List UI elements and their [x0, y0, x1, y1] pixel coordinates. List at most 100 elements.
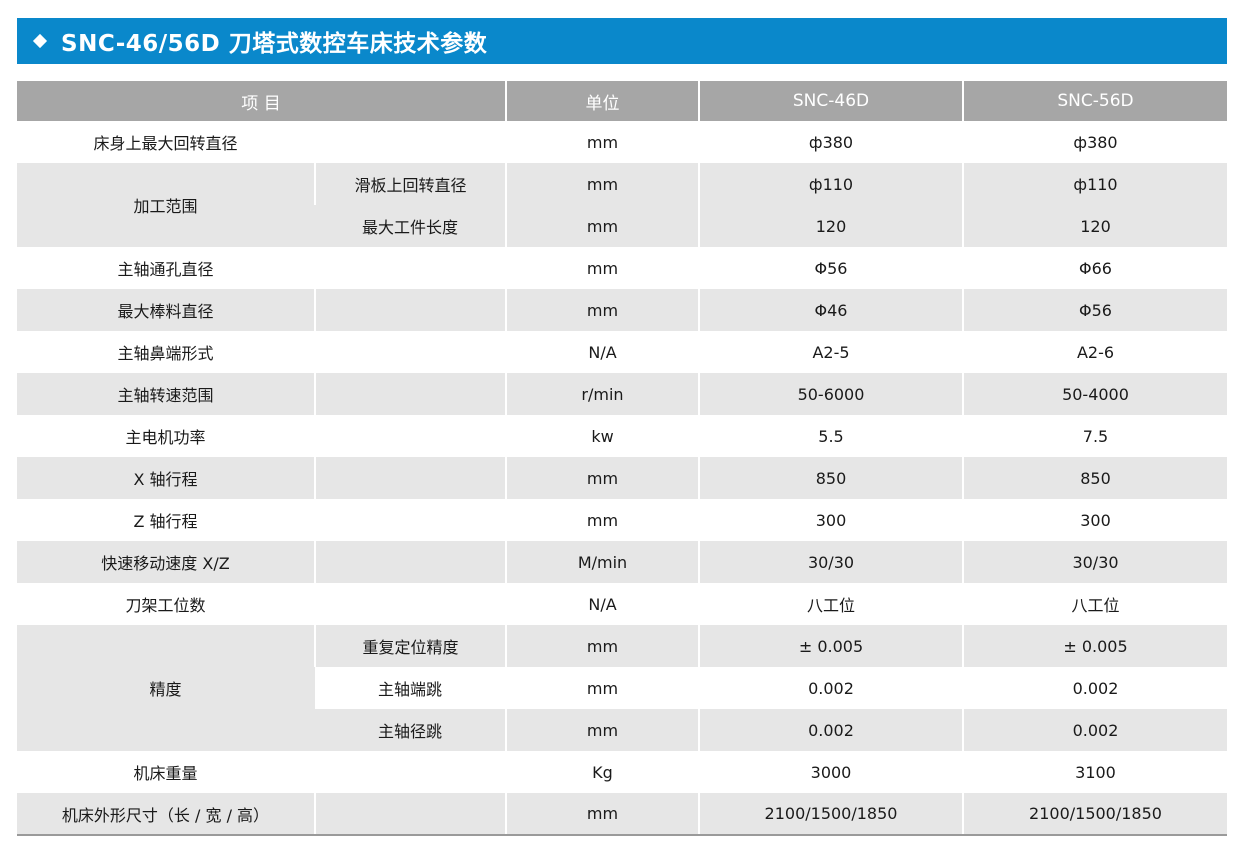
row-unit: r/min — [505, 373, 699, 415]
row-value-b: ф380 — [962, 121, 1227, 163]
table-row: Z 轴行程 mm 300 300 — [17, 499, 1227, 541]
row-value-b: 30/30 — [962, 541, 1227, 583]
row-sub — [314, 541, 506, 583]
row-item: X 轴行程 — [17, 457, 315, 499]
page-title: SNC-46/56D 刀塔式数控车床技术参数 — [61, 31, 488, 57]
row-sub: 最大工件长度 — [315, 205, 506, 247]
row-value-a: 120 — [698, 205, 963, 247]
table-row: 精度 重复定位精度 mm ± 0.005 ± 0.005 — [17, 625, 1227, 751]
table-row: 机床外形尺寸（长 / 宽 / 高） mm 2100/1500/1850 2100… — [17, 793, 1227, 836]
row-value-b: 2100/1500/1850 — [962, 793, 1227, 836]
row-value-b: Φ66 — [962, 247, 1227, 289]
row-item: 刀架工位数 — [17, 583, 315, 625]
header-model-a: SNC-46D — [698, 81, 963, 121]
row-value-a: 50-6000 — [698, 373, 963, 415]
row-value-b: 3100 — [962, 751, 1227, 793]
row-sub — [314, 583, 506, 625]
row-sub: 重复定位精度 — [314, 625, 506, 667]
row-unit: mm — [505, 289, 699, 331]
row-unit: mm — [505, 499, 699, 541]
row-unit: mm — [505, 625, 699, 667]
row-value-a: ± 0.005 — [698, 625, 963, 667]
table-row: 快速移动速度 X/Z M/min 30/30 30/30 — [17, 541, 1227, 583]
row-sub — [314, 793, 506, 836]
row-unit: N/A — [505, 583, 699, 625]
table-row: 主轴鼻端形式 N/A A2-5 A2-6 — [17, 331, 1227, 373]
row-item: Z 轴行程 — [17, 499, 315, 541]
row-unit: mm — [505, 793, 699, 836]
row-item: 机床外形尺寸（长 / 宽 / 高） — [17, 793, 315, 836]
row-value-b: 八工位 — [962, 583, 1227, 625]
row-value-b: Φ56 — [962, 289, 1227, 331]
row-value-a: Φ56 — [698, 247, 963, 289]
row-unit: N/A — [505, 331, 699, 373]
row-value-a: 5.5 — [698, 415, 963, 457]
row-unit: mm — [505, 163, 699, 205]
row-sub — [314, 373, 506, 415]
header-item: 项 目 — [17, 81, 506, 121]
row-sub — [314, 499, 506, 541]
row-sub — [314, 121, 506, 163]
row-value-b: 300 — [962, 499, 1227, 541]
row-unit: mm — [505, 247, 699, 289]
table-row: 最大棒料直径 mm Φ46 Φ56 — [17, 289, 1227, 331]
table-row: X 轴行程 mm 850 850 — [17, 457, 1227, 499]
row-sub: 主轴径跳 — [315, 709, 506, 751]
row-unit: mm — [505, 121, 699, 163]
title-bar: SNC-46/56D 刀塔式数控车床技术参数 — [17, 18, 1227, 64]
table-row: 加工范围 滑板上回转直径 mm ф110 ф110 — [17, 163, 1227, 247]
row-item: 主轴转速范围 — [17, 373, 315, 415]
header-unit: 单位 — [505, 81, 699, 121]
row-item: 最大棒料直径 — [17, 289, 315, 331]
row-sub — [314, 457, 506, 499]
row-item: 床身上最大回转直径 — [17, 121, 315, 163]
header-model-b: SNC-56D — [962, 81, 1227, 121]
row-value-b: 850 — [962, 457, 1227, 499]
row-item: 主轴通孔直径 — [17, 247, 315, 289]
diamond-bullet-icon — [32, 33, 48, 49]
row-value-b: 50-4000 — [962, 373, 1227, 415]
header-row: 项 目 单位 SNC-46D SNC-56D — [17, 81, 1227, 121]
row-unit: kw — [505, 415, 699, 457]
row-unit: Kg — [505, 751, 699, 793]
table-row: 主轴通孔直径 mm Φ56 Φ66 — [17, 247, 1227, 289]
row-item: 主轴鼻端形式 — [17, 331, 315, 373]
table-row: 主轴径跳 mm 0.002 0.002 — [17, 709, 1227, 751]
row-sub: 主轴端跳 — [315, 667, 506, 709]
row-value-b: 7.5 — [962, 415, 1227, 457]
row-value-a: 300 — [698, 499, 963, 541]
row-sub — [314, 289, 506, 331]
table-row: 主电机功率 kw 5.5 7.5 — [17, 415, 1227, 457]
row-value-a: 3000 — [698, 751, 963, 793]
row-sub: 滑板上回转直径 — [314, 163, 506, 205]
row-unit: mm — [505, 205, 699, 247]
row-sub — [314, 247, 506, 289]
row-value-b: 0.002 — [962, 667, 1227, 709]
table-row: 最大工件长度 mm 120 120 — [17, 205, 1227, 247]
row-value-a: 0.002 — [698, 709, 963, 751]
spec-table: 项 目 单位 SNC-46D SNC-56D 床身上最大回转直径 mm ф380… — [17, 81, 1227, 836]
row-item: 精度 — [17, 625, 315, 751]
row-value-a: ф380 — [698, 121, 963, 163]
table-row: 主轴端跳 mm 0.002 0.002 — [17, 667, 1227, 709]
row-value-a: A2-5 — [698, 331, 963, 373]
row-value-b: ± 0.005 — [962, 625, 1227, 667]
table-row: 床身上最大回转直径 mm ф380 ф380 — [17, 121, 1227, 163]
table-row: 机床重量 Kg 3000 3100 — [17, 751, 1227, 793]
row-value-b: 0.002 — [962, 709, 1227, 751]
row-item: 快速移动速度 X/Z — [17, 541, 315, 583]
row-unit: mm — [505, 667, 699, 709]
table-row: 主轴转速范围 r/min 50-6000 50-4000 — [17, 373, 1227, 415]
row-value-a: 30/30 — [698, 541, 963, 583]
row-unit: M/min — [505, 541, 699, 583]
row-item: 主电机功率 — [17, 415, 315, 457]
row-value-a: 0.002 — [698, 667, 963, 709]
row-value-b: A2-6 — [962, 331, 1227, 373]
row-sub — [314, 331, 506, 373]
row-value-a: 2100/1500/1850 — [698, 793, 963, 836]
row-value-a: 八工位 — [698, 583, 963, 625]
row-sub — [314, 415, 506, 457]
row-value-b: ф110 — [962, 163, 1227, 205]
row-value-a: ф110 — [698, 163, 963, 205]
